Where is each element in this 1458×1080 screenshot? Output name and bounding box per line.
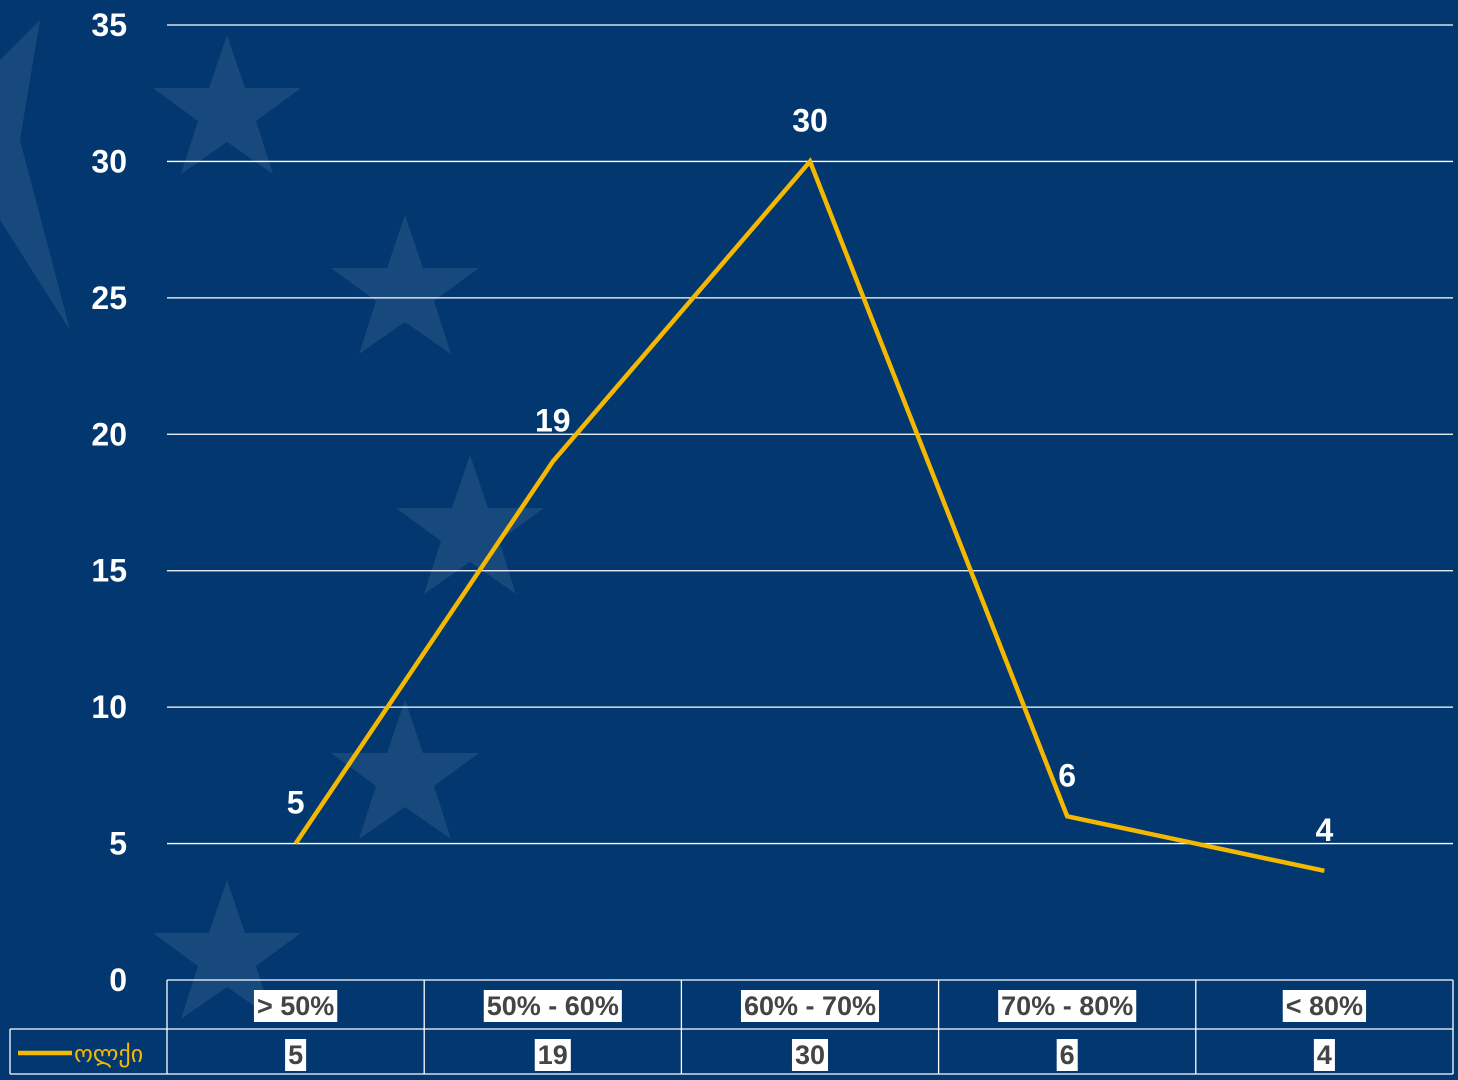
star-decoration [153, 35, 301, 174]
category-label: < 80% [1286, 991, 1363, 1021]
star-decoration [396, 455, 544, 594]
category-label: 60% - 70% [744, 991, 876, 1021]
data-label: 4 [1316, 812, 1334, 848]
table-value: 4 [1317, 1040, 1332, 1070]
category-label-highlight [1282, 990, 1367, 1022]
y-axis: 0 5 10 15 20 25 30 35 [91, 7, 127, 998]
table-value-highlight [791, 1039, 829, 1071]
data-labels: 5 19 30 6 4 [287, 102, 1334, 847]
category-label-highlight [998, 990, 1137, 1022]
background-stars [0, 20, 544, 1019]
ribbon-decoration [0, 20, 70, 330]
series-line [293, 157, 1325, 874]
y-tick-label: 20 [91, 416, 127, 452]
category-label-highlight [253, 990, 338, 1022]
y-tick-label: 5 [109, 826, 127, 862]
table-value-highlight [285, 1039, 307, 1071]
table-value-highlight [1313, 1039, 1335, 1071]
star-decoration [153, 880, 301, 1019]
y-tick-label: 15 [91, 553, 127, 589]
table-value: 30 [795, 1040, 825, 1070]
category-label: 70% - 80% [1001, 991, 1133, 1021]
data-label: 5 [287, 785, 305, 821]
category-label: > 50% [257, 991, 334, 1021]
gridlines [167, 24, 1453, 845]
y-tick-label: 30 [91, 143, 127, 179]
y-tick-label: 35 [91, 7, 127, 43]
star-decoration [331, 700, 479, 839]
series-line-path [293, 157, 1325, 874]
category-label: 50% - 60% [487, 991, 619, 1021]
table-value-highlight [534, 1039, 571, 1071]
data-table: > 50% 5 50% - 60% 19 60% - 70% 30 70% - 80% 6 < … [9, 979, 1454, 1075]
y-tick-label: 0 [109, 962, 127, 998]
table-value: 6 [1060, 1040, 1075, 1070]
table-value: 19 [538, 1040, 568, 1070]
star-decoration [331, 215, 479, 354]
y-tick-label: 10 [91, 689, 127, 725]
data-label: 30 [792, 102, 828, 138]
category-label-highlight [483, 990, 622, 1022]
category-label-highlight [740, 990, 880, 1022]
legend-series-label: ოლქი [74, 1041, 143, 1068]
table-value-highlight [1056, 1039, 1078, 1071]
y-tick-label: 25 [91, 280, 127, 316]
data-label: 19 [535, 403, 571, 439]
data-label: 6 [1058, 757, 1076, 793]
table-value: 5 [288, 1040, 303, 1070]
